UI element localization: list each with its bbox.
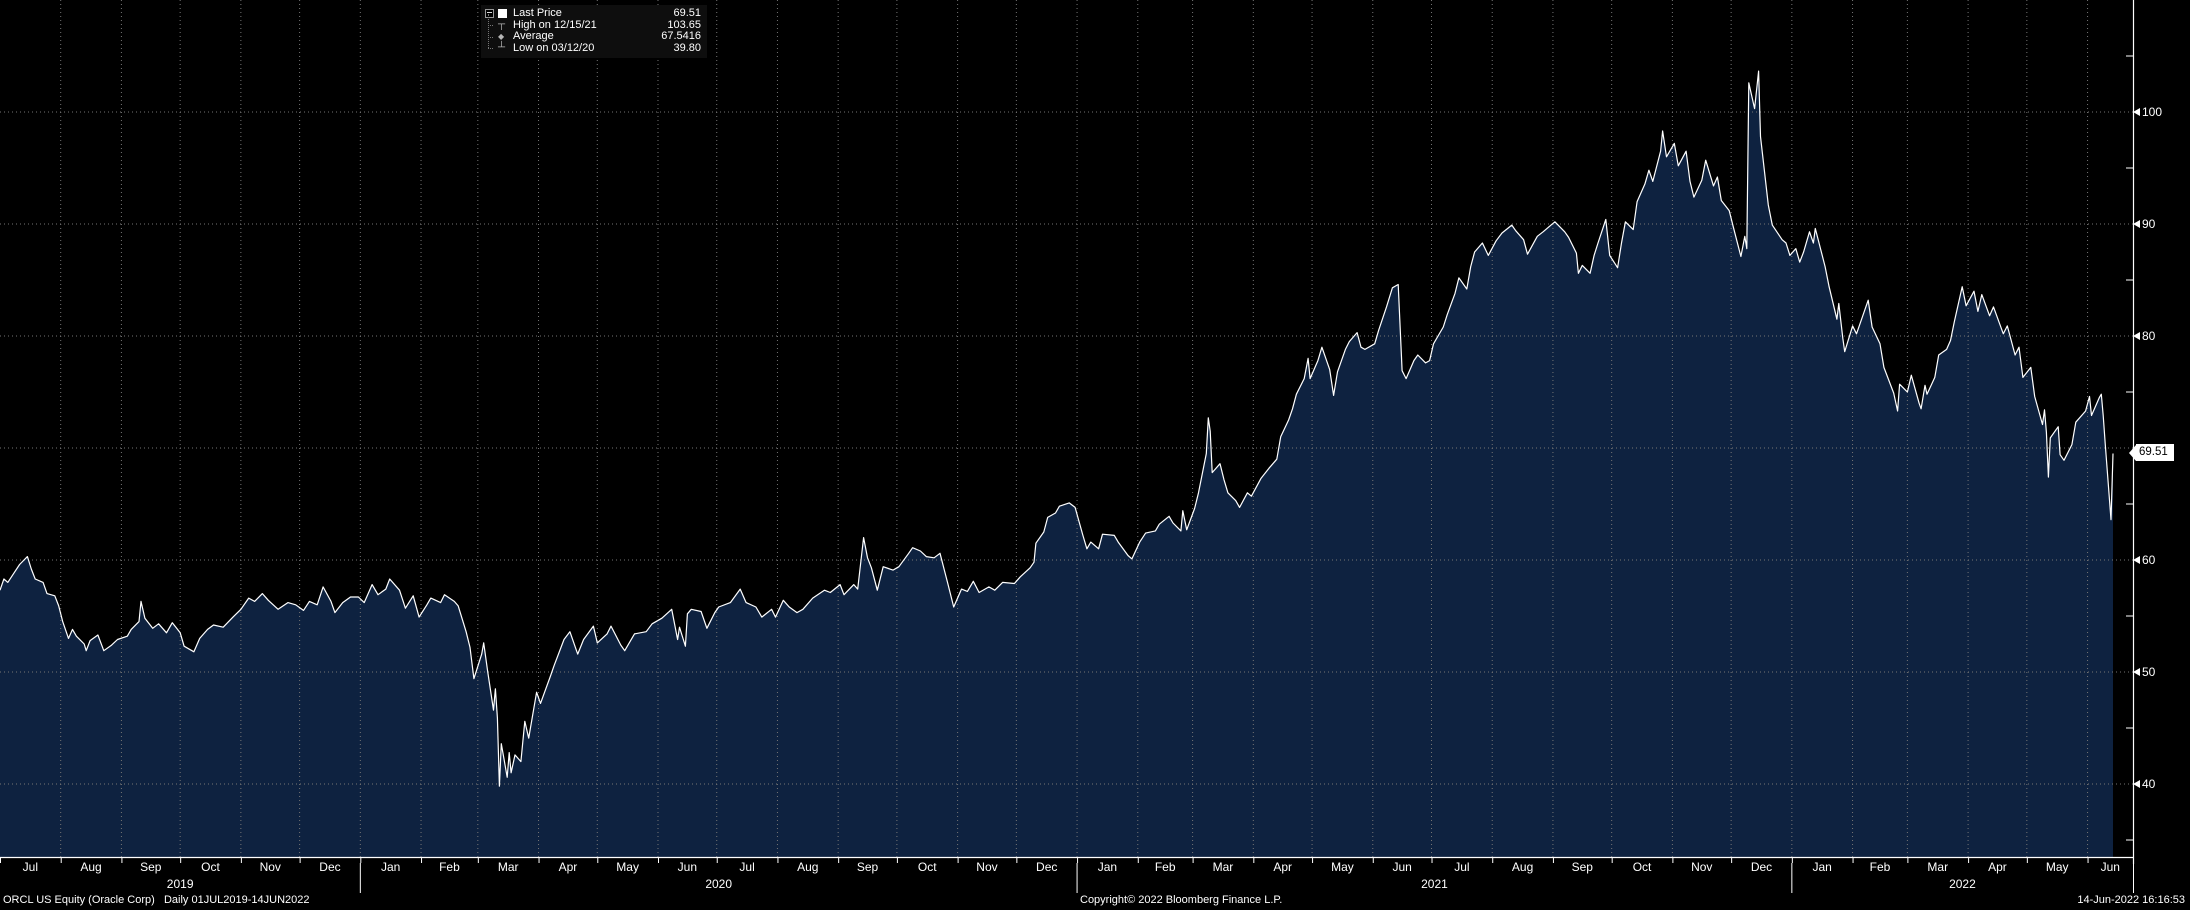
tick-arrow-icon <box>2133 332 2140 340</box>
x-axis-month-label: Feb <box>439 860 460 874</box>
x-axis-month-label: Dec <box>319 860 341 874</box>
legend-row-average[interactable]: ◆ Average 67.5416 <box>485 25 701 43</box>
chart-legend: Last Price 69.51 ┬ High on 12/15/21 103.… <box>481 5 707 58</box>
y-axis-tick-label: 80 <box>2133 329 2155 343</box>
legend-value: 69.51 <box>673 7 701 20</box>
tick-arrow-icon <box>2133 220 2140 228</box>
security-description: ORCL US Equity (Oracle Corp) Daily 01JUL… <box>3 894 310 906</box>
x-axis-month-label: Aug <box>80 860 102 874</box>
x-axis-month-label: Oct <box>1632 860 1652 874</box>
x-axis-year-label: 2020 <box>705 877 733 891</box>
legend-tree-expander[interactable] <box>485 8 498 20</box>
x-axis-month-label: Jan <box>380 860 401 874</box>
x-axis-month-label: Jun <box>2100 860 2120 874</box>
x-axis-month-label: Jun <box>1392 860 1412 874</box>
x-axis-month-label: Apr <box>1988 860 2007 874</box>
x-axis-month-label: Jul <box>22 860 39 874</box>
tick-arrow-icon <box>2133 556 2140 564</box>
tick-arrow-icon <box>2133 108 2140 116</box>
x-axis-month-label: Nov <box>976 860 998 874</box>
x-axis-month-label: Dec <box>1036 860 1058 874</box>
x-axis-month-label: Feb <box>1869 860 1891 874</box>
x-axis-month-label: Oct <box>201 860 220 874</box>
legend-value: 67.5416 <box>661 30 701 43</box>
x-axis-month-label: Feb <box>1154 860 1176 874</box>
x-axis-month-label: Nov <box>1691 860 1713 874</box>
x-axis-month-label: Dec <box>1750 860 1773 874</box>
x-axis-year-label: 2022 <box>1949 877 1976 891</box>
x-axis-month-label: Aug <box>1511 860 1534 874</box>
x-axis-month-label: Jun <box>677 860 698 874</box>
y-axis-tick-label: 50 <box>2133 665 2155 679</box>
legend-label: High on 12/15/21 <box>513 18 597 31</box>
y-axis-tick-label: 90 <box>2133 217 2155 231</box>
copyright-notice: Copyright© 2022 Bloomberg Finance L.P. <box>1080 894 1283 906</box>
high-marker-icon: ┬ <box>498 19 506 31</box>
y-axis-tick-label: 60 <box>2133 553 2155 567</box>
status-timestamp: 14-Jun-2022 16:16:53 <box>2077 894 2185 906</box>
x-axis-month-label: Sep <box>140 860 162 874</box>
legend-value: 39.80 <box>673 41 701 54</box>
x-axis-month-label: Apr <box>1273 860 1293 874</box>
x-axis-month-label: Jan <box>1812 860 1832 874</box>
x-axis-month-label: Mar <box>1212 860 1234 874</box>
last-price-swatch-icon <box>498 9 513 19</box>
tree-expand-icon[interactable] <box>485 9 494 19</box>
x-axis-month-label: May <box>616 860 639 874</box>
tick-arrow-icon <box>2133 780 2140 788</box>
average-marker-icon: ◆ <box>498 31 505 41</box>
x-axis-month-label: Jul <box>1454 860 1470 874</box>
x-axis-month-label: Jul <box>739 860 755 874</box>
legend-row-high[interactable]: ┬ High on 12/15/21 103.65 <box>485 13 701 32</box>
x-axis-month-label: May <box>1331 860 1354 874</box>
x-axis-month-label: Aug <box>797 860 819 874</box>
y-axis-tick-label: 100 <box>2133 105 2162 119</box>
x-axis-month-label: Sep <box>1571 860 1593 874</box>
legend-label: Last Price <box>513 7 562 20</box>
y-axis-tick-label: 40 <box>2133 777 2155 791</box>
legend-row-low[interactable]: ┴ Low on 03/12/20 39.80 <box>485 36 701 55</box>
x-axis-month-label: Nov <box>259 860 281 874</box>
x-axis-year-label: 2021 <box>1421 877 1448 891</box>
low-marker-icon: ┴ <box>498 42 506 54</box>
x-axis-month-label: Mar <box>1927 860 1949 874</box>
x-axis-month-label: Oct <box>917 860 937 874</box>
last-price-badge: 69.51 <box>2136 444 2174 462</box>
x-axis-month-label: Apr <box>558 860 578 874</box>
x-axis-month-label: May <box>2045 860 2069 874</box>
x-axis-month-label: Mar <box>497 860 519 874</box>
x-axis-year-label: 2019 <box>166 877 194 891</box>
legend-value: 103.65 <box>667 18 701 31</box>
x-axis-month-label: Sep <box>856 860 879 874</box>
tick-arrow-icon <box>2133 668 2140 676</box>
legend-row-last-price[interactable]: Last Price 69.51 <box>485 8 701 20</box>
legend-label: Average <box>513 30 554 43</box>
x-axis-month-label: Jan <box>1097 860 1118 874</box>
legend-label: Low on 03/12/20 <box>513 41 595 54</box>
